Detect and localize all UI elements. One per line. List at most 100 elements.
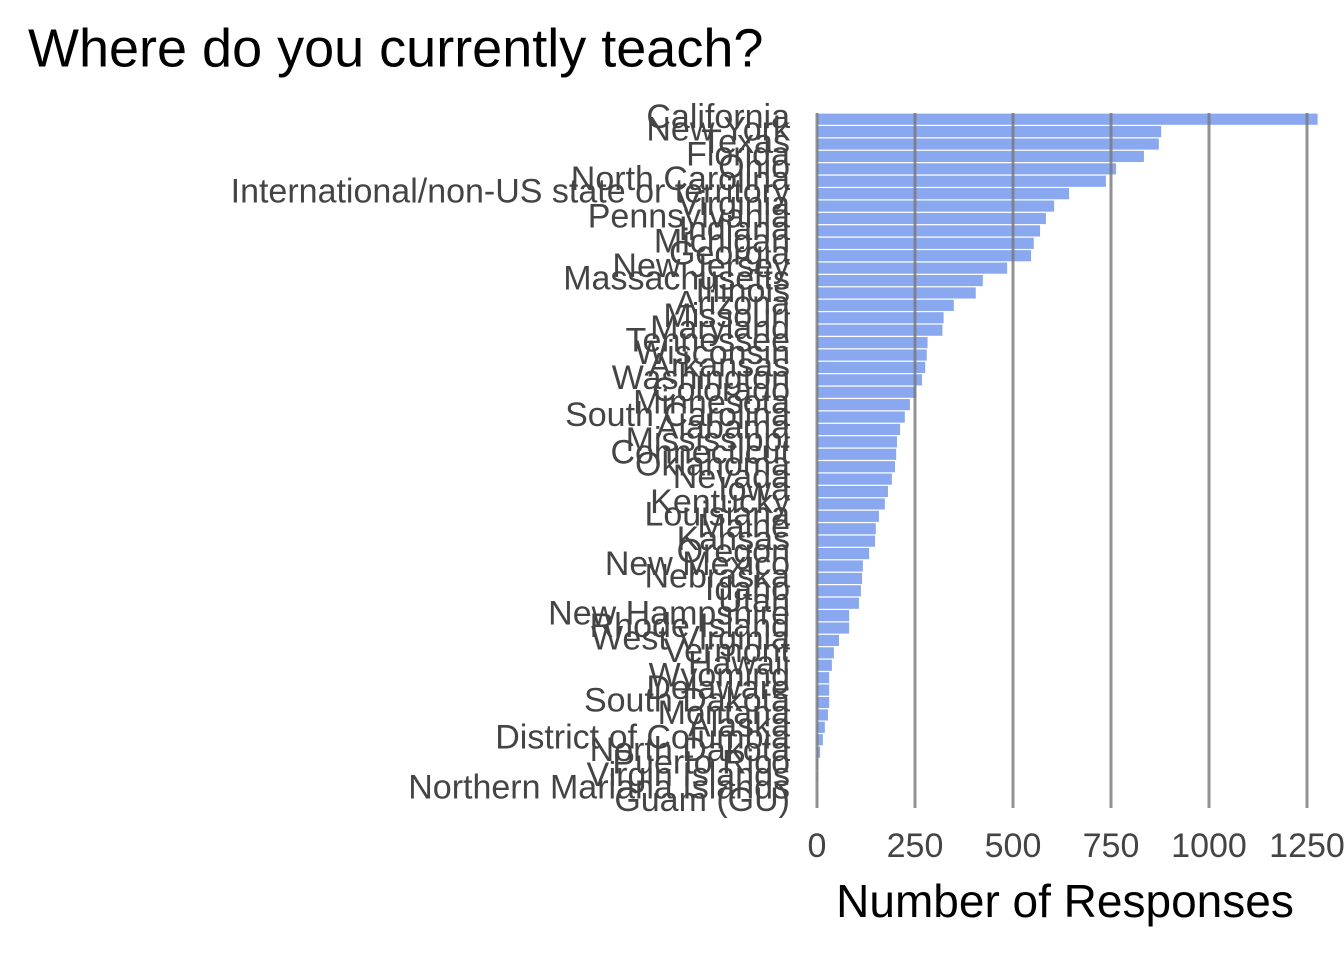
y-tick-label: District of Columbia bbox=[495, 719, 790, 757]
bar bbox=[817, 399, 910, 411]
bar bbox=[817, 175, 1106, 187]
y-tick-label: International/non-US state or territory bbox=[231, 173, 790, 211]
y-tick-label: Maine bbox=[697, 508, 790, 546]
bar bbox=[817, 324, 943, 336]
bar bbox=[817, 349, 927, 361]
y-tick-label: New Jersey bbox=[612, 247, 790, 285]
bar bbox=[817, 274, 983, 287]
bar bbox=[817, 299, 954, 311]
y-tick-label: Massachusetts bbox=[563, 260, 790, 298]
bar bbox=[817, 672, 830, 684]
y-tick-label: North Carolina bbox=[571, 160, 790, 198]
y-tick-label: Washington bbox=[612, 359, 790, 397]
x-tick-label: 750 bbox=[1083, 827, 1140, 865]
y-tick-label: Kentucky bbox=[650, 483, 790, 521]
y-tick-label: Kansas bbox=[677, 520, 790, 558]
x-tick-label: 0 bbox=[808, 827, 827, 865]
y-tick-label: Nebraska bbox=[644, 557, 790, 595]
bar bbox=[817, 634, 839, 647]
y-tick-label: Mississippi bbox=[626, 421, 790, 459]
bar bbox=[817, 163, 1117, 175]
bar bbox=[817, 734, 823, 746]
bar bbox=[817, 113, 1318, 125]
y-tick-label: South Carolina bbox=[565, 396, 790, 434]
y-tick-label: Michigan bbox=[654, 222, 790, 260]
bar bbox=[817, 721, 825, 733]
bar bbox=[817, 448, 897, 460]
bar bbox=[817, 709, 828, 721]
y-tick-label: Alabama bbox=[656, 408, 790, 446]
bar bbox=[817, 262, 1008, 274]
y-tick-label: Alaska bbox=[688, 706, 790, 744]
y-tick-label: Utah bbox=[718, 582, 790, 620]
y-tick-label: Louisiana bbox=[644, 495, 790, 533]
y-tick-label: Minnesota bbox=[633, 384, 790, 422]
bar bbox=[817, 200, 1055, 212]
y-tick-label: Virginia bbox=[677, 185, 790, 223]
y-tick-label: Vermont bbox=[663, 632, 790, 670]
y-tick-label: North Dakota bbox=[590, 731, 790, 769]
bar bbox=[817, 337, 928, 349]
y-tick-label: Montana bbox=[658, 694, 790, 732]
y-tick-label: Georgia bbox=[669, 235, 790, 273]
y-tick-label: Florida bbox=[686, 135, 790, 173]
x-tick-label: 1250 bbox=[1269, 827, 1344, 865]
bar bbox=[817, 436, 897, 448]
bar bbox=[817, 585, 861, 597]
bar bbox=[817, 485, 888, 498]
bar bbox=[817, 659, 832, 671]
bar bbox=[817, 498, 885, 510]
bar bbox=[817, 386, 917, 398]
bar bbox=[817, 361, 926, 374]
y-tick-label: Oregon bbox=[677, 533, 790, 571]
y-tick-label: Nevada bbox=[673, 458, 790, 496]
bar bbox=[817, 411, 905, 423]
x-tick-label: 1000 bbox=[1171, 827, 1247, 865]
bar bbox=[817, 560, 863, 572]
bar bbox=[817, 188, 1070, 200]
y-tick-label: Ohio bbox=[718, 148, 790, 186]
y-tick-label: Oklahoma bbox=[635, 446, 790, 484]
y-tick-label: Iowa bbox=[718, 471, 790, 509]
bar bbox=[817, 374, 923, 386]
bar bbox=[817, 746, 821, 758]
y-tick-label: Tennessee bbox=[626, 322, 790, 360]
y-tick-label: New Hampshire bbox=[548, 595, 790, 633]
y-tick-label: South Dakota bbox=[584, 681, 790, 719]
bar bbox=[817, 473, 892, 485]
y-tick-label: Connecticut bbox=[610, 433, 790, 471]
bar bbox=[817, 684, 830, 696]
bar bbox=[817, 597, 859, 609]
y-tick-label: Northern Mariana Islands bbox=[408, 768, 790, 806]
y-tick-label: New Mexico bbox=[605, 545, 790, 583]
bar bbox=[817, 212, 1046, 225]
y-tick-label: Hawaii bbox=[688, 644, 790, 682]
y-tick-label: Delaware bbox=[646, 669, 790, 707]
x-tick-label: 250 bbox=[887, 827, 944, 865]
x-tick-label: 500 bbox=[985, 827, 1042, 865]
y-tick-label: Illinois bbox=[696, 272, 790, 310]
chart-title: Where do you currently teach? bbox=[28, 18, 763, 78]
y-tick-label: Rhode Island bbox=[590, 607, 790, 645]
y-tick-label: Wisconsin bbox=[635, 334, 790, 372]
bar bbox=[817, 696, 830, 709]
y-tick-label: Arkansas bbox=[648, 346, 790, 384]
bar bbox=[817, 523, 876, 535]
bar bbox=[817, 138, 1159, 150]
bar bbox=[817, 610, 850, 622]
y-tick-label: Colorado bbox=[652, 371, 790, 409]
y-tick-label: Idaho bbox=[705, 570, 790, 608]
bar bbox=[817, 547, 870, 560]
y-tick-label: California bbox=[646, 98, 790, 136]
y-tick-label: Maryland bbox=[650, 309, 790, 347]
bar bbox=[817, 312, 944, 324]
bar bbox=[817, 150, 1144, 163]
y-tick-label: Guam (GU) bbox=[614, 781, 790, 819]
bar bbox=[817, 647, 834, 659]
bar bbox=[817, 461, 896, 473]
y-tick-label: Puerto Rico bbox=[612, 744, 790, 782]
bar bbox=[817, 250, 1032, 262]
bar bbox=[817, 126, 1162, 138]
y-tick-label: Texas bbox=[701, 123, 790, 161]
